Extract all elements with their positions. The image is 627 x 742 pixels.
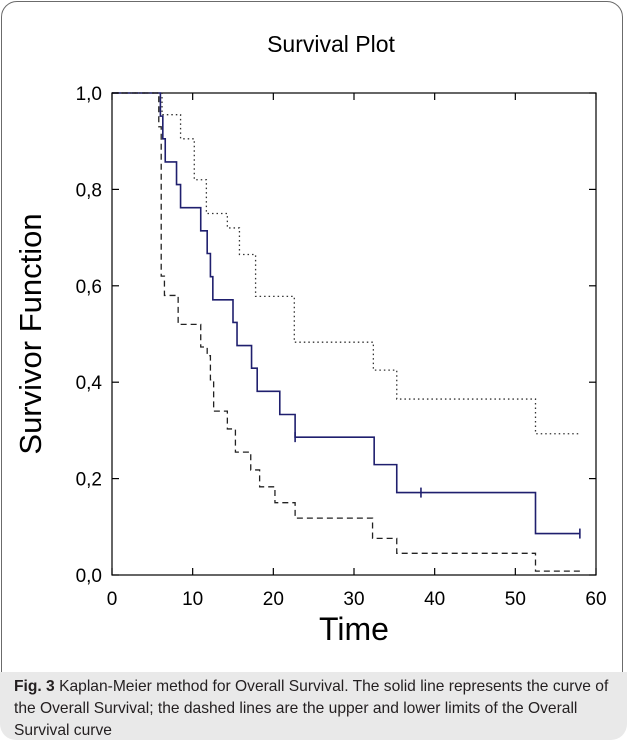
- y-tick-label: 0,8: [76, 180, 102, 201]
- x-tick-label: 20: [263, 589, 284, 610]
- caption-text: Kaplan-Meier method for Overall Survival…: [14, 678, 609, 739]
- x-tick-label: 10: [182, 589, 203, 610]
- survival-chart: Survival Plot 0 10 20 30 40 50 600,00,20,40,60…: [13, 31, 607, 647]
- y-tick-label: 0,2: [76, 470, 102, 491]
- x-tick-label: 50: [505, 589, 526, 610]
- lower-limit-line: [112, 92, 580, 572]
- y-axis-label: Survivor Function: [13, 213, 48, 454]
- x-tick-label: 30: [343, 589, 364, 610]
- x-tick-label: 0: [107, 589, 118, 610]
- caption-label: Fig. 3: [14, 678, 55, 695]
- y-tick-label: 1,0: [76, 84, 102, 105]
- plot-area: [111, 92, 597, 576]
- y-tick-label: 0,6: [76, 277, 102, 298]
- y-tick-label: 0,0: [76, 566, 102, 587]
- x-axis-label: Time: [319, 611, 389, 647]
- upper-limit-line: [112, 92, 580, 435]
- survival-curves: [112, 92, 581, 572]
- axis-ticks: 0 10 20 30 40 50 60 0,0 0,2 0,4 0,6 0,8 1,0: [76, 84, 607, 610]
- chart-title: Survival Plot: [267, 31, 395, 57]
- x-tick-label: 60: [585, 589, 606, 610]
- survival-curve-line: [112, 92, 580, 535]
- y-tick-label: 0,4: [76, 373, 103, 394]
- x-tick-label: 40: [424, 589, 445, 610]
- figure-caption: Fig. 3 Kaplan-Meier method for Overall S…: [0, 672, 627, 740]
